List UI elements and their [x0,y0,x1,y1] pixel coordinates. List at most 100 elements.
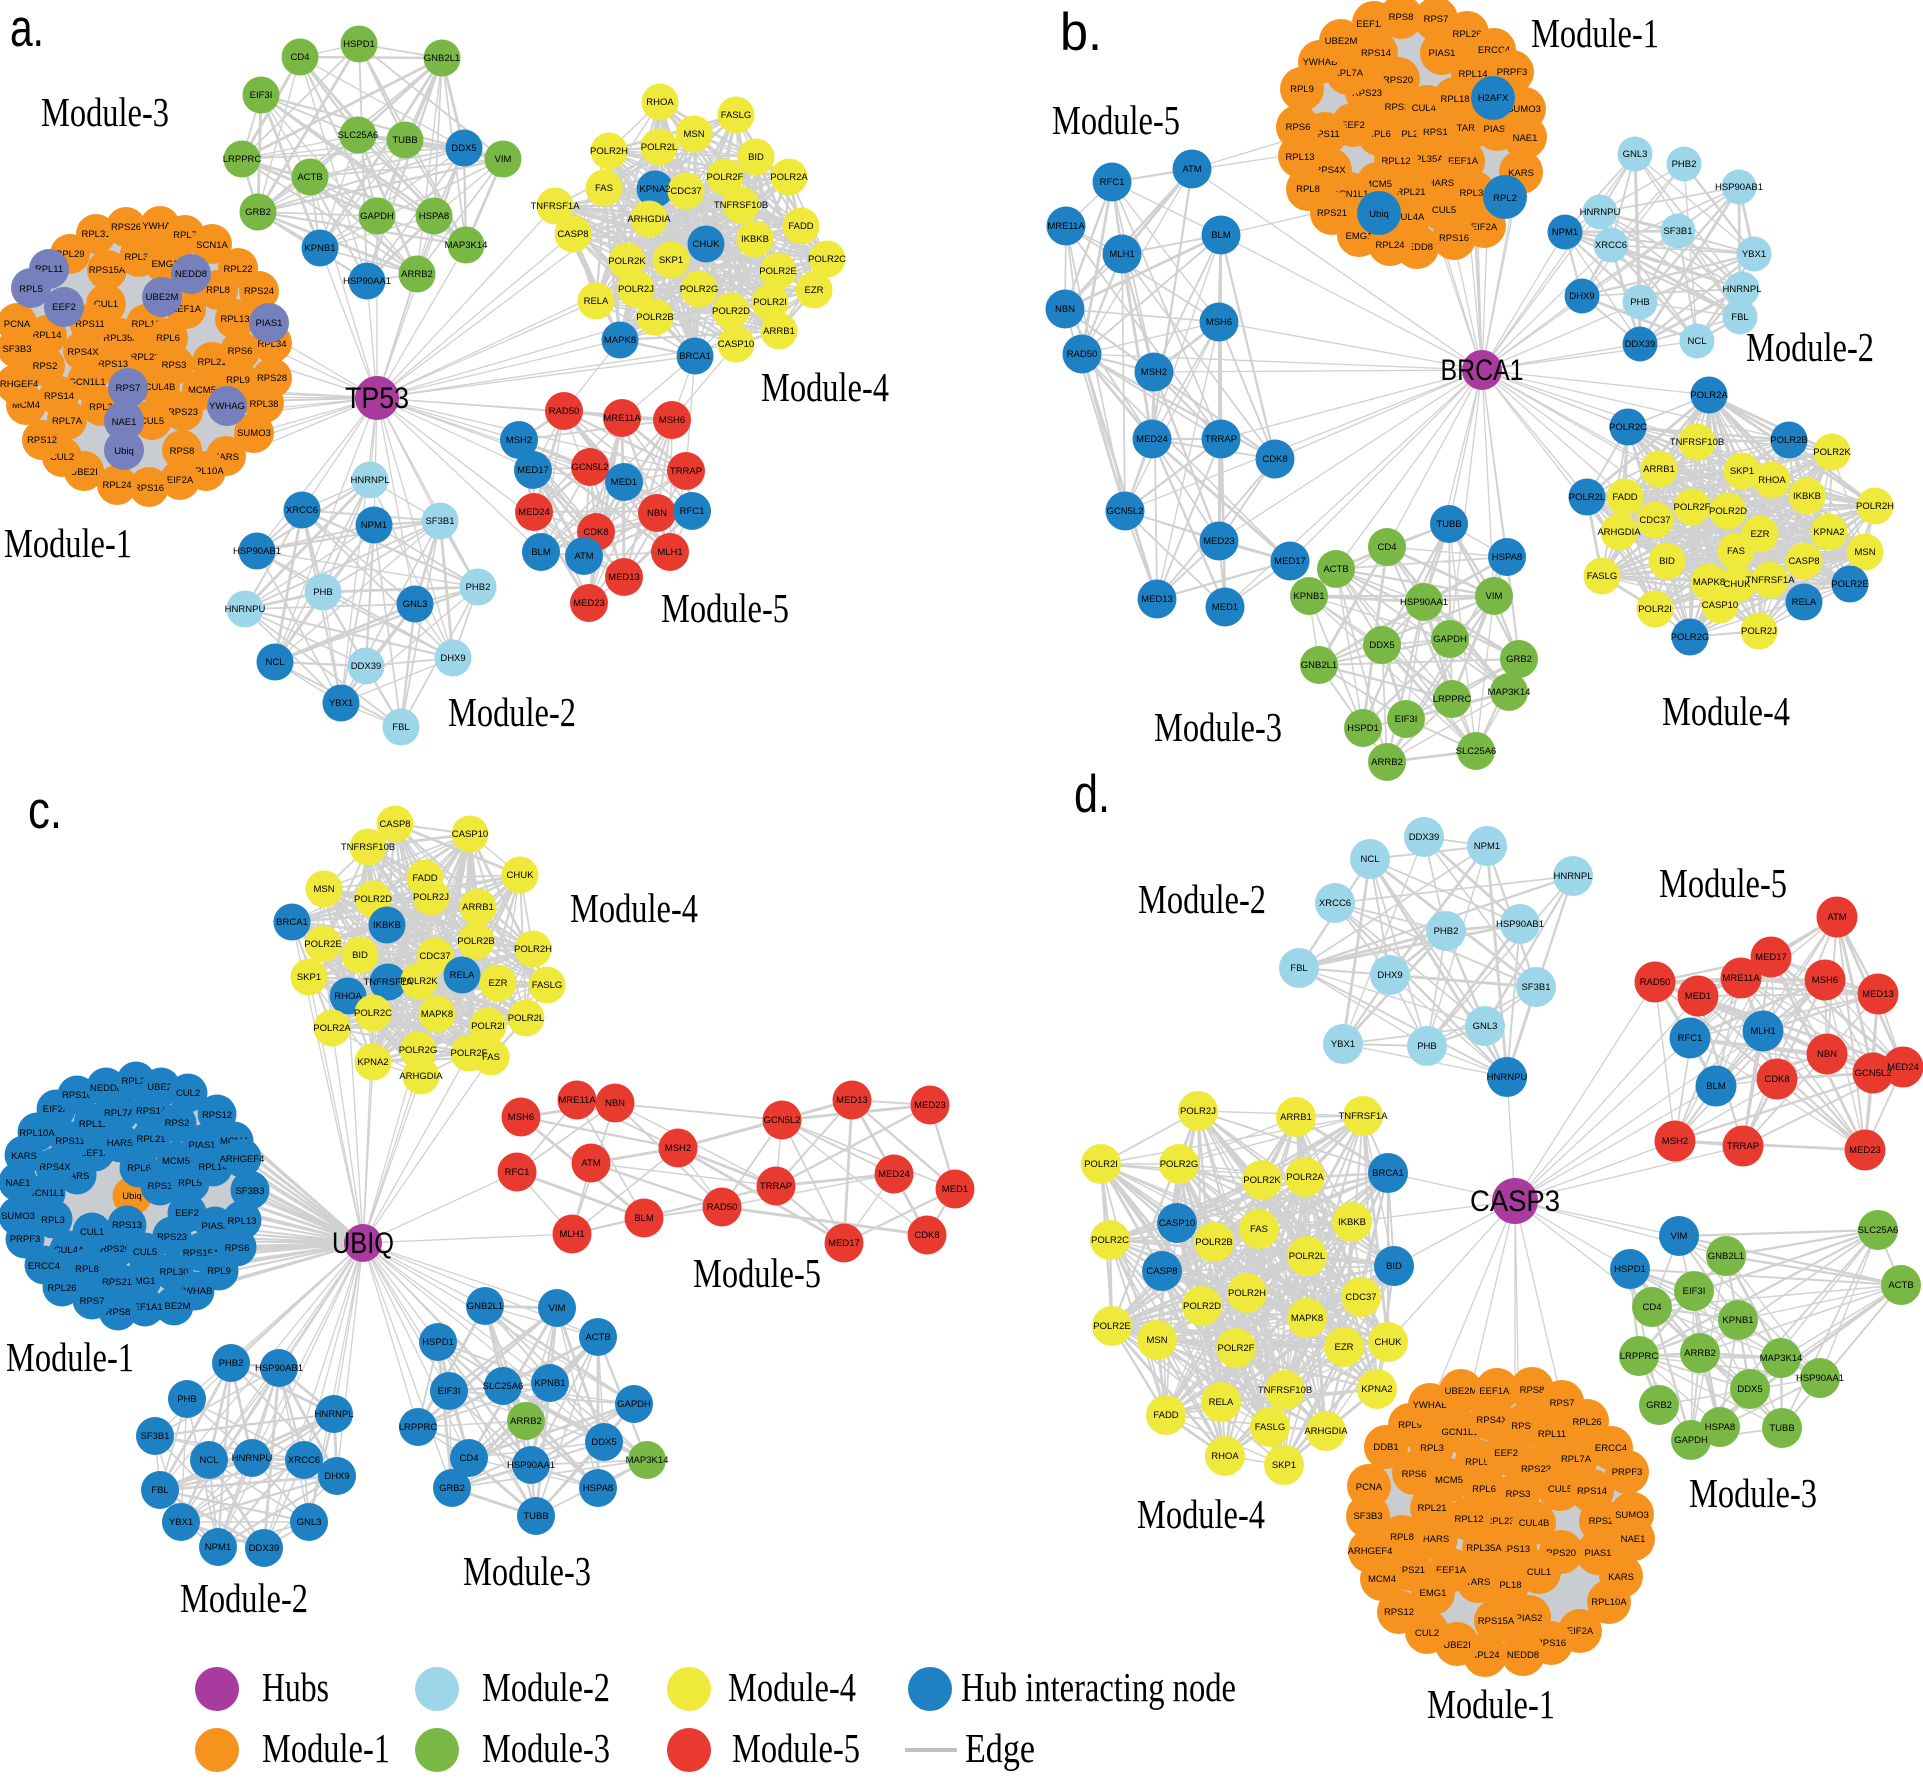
svg-text:CUL1: CUL1 [80,1227,104,1238]
svg-text:SLC25A6: SLC25A6 [1456,746,1497,757]
svg-text:TP53: TP53 [345,382,409,415]
svg-text:POLR2E: POLR2E [1831,579,1869,590]
svg-text:VIM: VIM [495,154,512,165]
svg-text:EIF3I: EIF3I [1395,714,1418,725]
svg-text:FADD: FADD [1153,1410,1178,1421]
svg-text:RPS21: RPS21 [102,1277,132,1288]
svg-text:EMG1: EMG1 [1420,1588,1447,1599]
svg-text:MSH6: MSH6 [1206,317,1232,328]
svg-text:LRPPRC: LRPPRC [1433,694,1472,705]
svg-text:TUBB: TUBB [523,1511,548,1522]
svg-text:FAS: FAS [1250,1224,1268,1235]
svg-text:CDC37: CDC37 [670,186,701,197]
svg-text:CUL1: CUL1 [1527,1567,1551,1578]
svg-text:RPL13: RPL13 [227,1216,256,1227]
svg-text:POLR2C: POLR2C [1609,422,1647,433]
svg-text:ERCC4: ERCC4 [28,1261,60,1272]
svg-text:FBL: FBL [151,1485,168,1496]
svg-text:PIAS2: PIAS2 [1516,1613,1543,1624]
svg-text:MAP3K14: MAP3K14 [1488,687,1531,698]
svg-text:POLR2A: POLR2A [770,172,808,183]
svg-text:RPL2: RPL2 [1493,193,1517,204]
svg-text:ARRB1: ARRB1 [763,326,795,337]
svg-text:YBX1: YBX1 [1331,1039,1355,1050]
svg-text:POLR2G: POLR2G [1160,1159,1199,1170]
svg-text:UBE2M: UBE2M [1445,1386,1478,1397]
svg-text:NCL: NCL [199,1455,218,1466]
svg-text:NAE1: NAE1 [6,1178,31,1189]
svg-text:HSPA8: HSPA8 [583,1483,613,1494]
svg-text:LRPPRC: LRPPRC [399,1422,438,1433]
svg-text:HNRNPL: HNRNPL [1722,284,1761,295]
svg-text:YBX1: YBX1 [169,1517,193,1528]
svg-text:RPL10A: RPL10A [1591,1597,1627,1608]
svg-text:RPL5: RPL5 [19,284,43,295]
svg-text:Ubiq: Ubiq [114,446,134,457]
svg-text:ARRB1: ARRB1 [462,902,494,913]
svg-text:KPNB1: KPNB1 [1293,591,1324,602]
svg-text:MSH6: MSH6 [1812,975,1838,986]
svg-text:EZR: EZR [805,285,824,296]
svg-text:GAPDH: GAPDH [1433,634,1467,645]
svg-text:MRE11A: MRE11A [558,1095,596,1106]
svg-text:PRPF3: PRPF3 [1497,67,1528,78]
svg-text:GRB2: GRB2 [439,1483,465,1494]
svg-text:KPNA2: KPNA2 [1813,527,1844,538]
svg-text:RAD50: RAD50 [1067,349,1098,360]
svg-text:RPS4X: RPS4X [39,1162,71,1173]
svg-text:LRPPRC: LRPPRC [223,154,262,165]
svg-text:MAP3K14: MAP3K14 [626,1455,669,1466]
svg-text:HSP90AB1: HSP90AB1 [1715,182,1763,193]
svg-text:XRCC6: XRCC6 [1595,240,1627,251]
svg-text:POLR2C: POLR2C [808,254,846,265]
svg-text:Module-2: Module-2 [180,1575,308,1621]
svg-text:EIF2A: EIF2A [167,475,194,486]
svg-text:KPNA2: KPNA2 [1361,1384,1392,1395]
svg-text:CASP10: CASP10 [452,829,488,840]
svg-text:POLR2H: POLR2H [514,944,552,955]
svg-text:DDX39: DDX39 [1409,832,1440,843]
svg-text:CDC37: CDC37 [419,951,450,962]
svg-text:POLR2B: POLR2B [1770,435,1808,446]
svg-text:MED17: MED17 [828,1238,860,1249]
svg-text:POLR2E: POLR2E [759,266,797,277]
svg-text:Module-5: Module-5 [661,585,789,631]
svg-text:Module-3: Module-3 [463,1548,591,1594]
svg-text:NPM1: NPM1 [361,520,387,531]
svg-text:MLH1: MLH1 [1750,1026,1775,1037]
svg-text:POLR2H: POLR2H [1856,501,1894,512]
svg-text:GRB2: GRB2 [1646,1400,1672,1411]
svg-text:RHOA: RHOA [646,97,674,108]
svg-text:FASLG: FASLG [532,980,563,991]
svg-text:BID: BID [1659,556,1675,567]
svg-text:POLR2A: POLR2A [1690,390,1728,401]
svg-text:POLR2D: POLR2D [1183,1301,1221,1312]
svg-text:RPS15A: RPS15A [1478,1616,1515,1627]
svg-text:TRRAP: TRRAP [1727,1141,1759,1152]
svg-text:CUL4B: CUL4B [1519,1518,1550,1529]
svg-text:RPS3: RPS3 [148,1181,173,1192]
svg-text:KARS: KARS [11,1151,37,1162]
svg-text:RPS6: RPS6 [225,1243,250,1254]
svg-text:NAE1: NAE1 [112,417,137,428]
svg-text:RPL13: RPL13 [220,314,249,325]
svg-text:MED13: MED13 [836,1095,868,1106]
svg-text:TNFRSF1A: TNFRSF1A [1338,1111,1388,1122]
svg-text:ARRB2: ARRB2 [1371,757,1403,768]
svg-text:Module-5: Module-5 [732,1725,860,1771]
svg-text:ARRB2: ARRB2 [1684,1348,1716,1359]
svg-text:HNRNPU: HNRNPU [1487,1072,1528,1083]
svg-text:EIF3I: EIF3I [250,90,273,101]
svg-text:DHX9: DHX9 [324,1471,349,1482]
svg-text:UBE2M: UBE2M [146,292,179,303]
svg-text:BRCA1: BRCA1 [1372,1168,1404,1179]
svg-text:DDX39: DDX39 [1625,339,1656,350]
svg-text:c.: c. [28,781,62,840]
svg-text:POLR2I: POLR2I [471,1021,505,1032]
svg-text:RELA: RELA [1792,597,1817,608]
svg-text:CHUK: CHUK [693,239,721,250]
svg-text:POLR2E: POLR2E [304,939,342,950]
svg-text:VIM: VIM [549,1303,566,1314]
svg-text:MSN: MSN [1854,547,1875,558]
svg-text:GCN5L2: GCN5L2 [1107,506,1144,517]
